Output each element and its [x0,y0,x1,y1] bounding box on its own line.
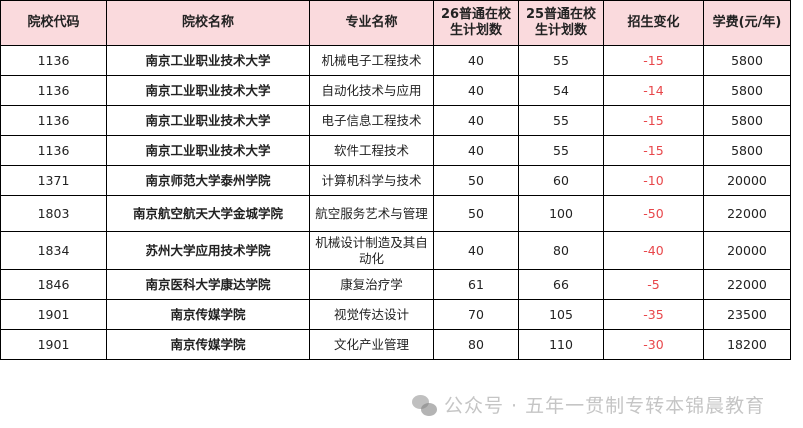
cell-major-name: 机械设计制造及其自动化 [309,231,434,270]
table-row: 1803 南京航空航天大学金城学院 航空服务艺术与管理 50 100 -50 22000 [0,195,791,232]
cell-major-name: 康复治疗学 [309,269,434,300]
cell-major-name: 视觉传达设计 [309,299,434,330]
table-row: 1371 南京师范大学泰州学院 计算机科学与技术 50 60 -10 20000 [0,165,791,196]
cell-school-name: 南京医科大学康达学院 [106,269,310,300]
table-row: 1136 南京工业职业技术大学 软件工程技术 40 55 -15 5800 [0,135,791,166]
header-major-name: 专业名称 [309,0,434,46]
header-school-code: 院校代码 [0,0,107,46]
table-row: 1834 苏州大学应用技术学院 机械设计制造及其自动化 40 80 -40 20000 [0,231,791,270]
cell-enrollment-change: -15 [603,105,704,136]
cell-tuition: 23500 [703,299,791,330]
cell-school-code: 1901 [0,299,107,330]
watermark-text: 公众号 · 五年一贯制专转本锦晨教育 [444,395,766,417]
header-plan-26: 26普通在校生计划数 [433,0,519,46]
cell-school-code: 1803 [0,195,107,232]
cell-tuition: 5800 [703,45,791,76]
header-row: 院校代码 院校名称 专业名称 26普通在校生计划数 25普通在校生计划数 招生变化 学费(元… [0,0,791,46]
cell-enrollment-change: -30 [603,329,704,360]
cell-school-name: 苏州大学应用技术学院 [106,231,310,270]
table-row: 1136 南京工业职业技术大学 自动化技术与应用 40 54 -14 5800 [0,75,791,106]
cell-plan-25: 55 [518,105,604,136]
cell-plan-25: 55 [518,135,604,166]
table-row: 1846 南京医科大学康达学院 康复治疗学 61 66 -5 22000 [0,269,791,300]
cell-enrollment-change: -14 [603,75,704,106]
cell-plan-26: 80 [433,329,519,360]
cell-tuition: 5800 [703,135,791,166]
table-row: 1901 南京传媒学院 文化产业管理 80 110 -30 18200 [0,329,791,360]
cell-school-name: 南京工业职业技术大学 [106,135,310,166]
cell-enrollment-change: -10 [603,165,704,196]
cell-major-name: 航空服务艺术与管理 [309,195,434,232]
cell-major-name: 自动化技术与应用 [309,75,434,106]
cell-enrollment-change: -50 [603,195,704,232]
cell-school-code: 1846 [0,269,107,300]
cell-plan-26: 40 [433,45,519,76]
cell-plan-25: 105 [518,299,604,330]
cell-plan-25: 60 [518,165,604,196]
cell-school-code: 1136 [0,75,107,106]
cell-enrollment-change: -40 [603,231,704,270]
cell-major-name: 电子信息工程技术 [309,105,434,136]
cell-plan-26: 40 [433,135,519,166]
cell-tuition: 5800 [703,75,791,106]
cell-tuition: 5800 [703,105,791,136]
cell-school-name: 南京工业职业技术大学 [106,75,310,106]
watermark: 公众号 · 五年一贯制专转本锦晨教育 [412,394,765,418]
cell-school-name: 南京师范大学泰州学院 [106,165,310,196]
cell-tuition: 20000 [703,165,791,196]
cell-plan-26: 61 [433,269,519,300]
cell-school-code: 1136 [0,105,107,136]
cell-plan-26: 40 [433,231,519,270]
admissions-table: 院校代码 院校名称 专业名称 26普通在校生计划数 25普通在校生计划数 招生变化 学费(元… [0,0,791,360]
cell-school-name: 南京工业职业技术大学 [106,105,310,136]
cell-enrollment-change: -15 [603,135,704,166]
cell-plan-25: 55 [518,45,604,76]
header-tuition: 学费(元/年) [703,0,791,46]
wechat-icon [412,395,438,417]
cell-tuition: 22000 [703,195,791,232]
cell-plan-25: 66 [518,269,604,300]
cell-tuition: 20000 [703,231,791,270]
cell-school-code: 1136 [0,135,107,166]
cell-tuition: 22000 [703,269,791,300]
cell-enrollment-change: -35 [603,299,704,330]
cell-school-name: 南京传媒学院 [106,329,310,360]
cell-school-name: 南京传媒学院 [106,299,310,330]
cell-school-code: 1136 [0,45,107,76]
cell-school-code: 1901 [0,329,107,360]
cell-major-name: 计算机科学与技术 [309,165,434,196]
cell-plan-25: 100 [518,195,604,232]
table-row: 1136 南京工业职业技术大学 机械电子工程技术 40 55 -15 5800 [0,45,791,76]
cell-school-name: 南京航空航天大学金城学院 [106,195,310,232]
cell-school-code: 1371 [0,165,107,196]
table-row: 1136 南京工业职业技术大学 电子信息工程技术 40 55 -15 5800 [0,105,791,136]
cell-plan-26: 50 [433,165,519,196]
header-enrollment-change: 招生变化 [603,0,704,46]
table-row: 1901 南京传媒学院 视觉传达设计 70 105 -35 23500 [0,299,791,330]
cell-major-name: 软件工程技术 [309,135,434,166]
cell-major-name: 文化产业管理 [309,329,434,360]
header-school-name: 院校名称 [106,0,310,46]
cell-plan-26: 50 [433,195,519,232]
cell-plan-25: 80 [518,231,604,270]
cell-tuition: 18200 [703,329,791,360]
cell-major-name: 机械电子工程技术 [309,45,434,76]
cell-plan-26: 40 [433,105,519,136]
cell-plan-25: 54 [518,75,604,106]
cell-plan-26: 40 [433,75,519,106]
header-plan-25: 25普通在校生计划数 [518,0,604,46]
cell-plan-26: 70 [433,299,519,330]
cell-school-name: 南京工业职业技术大学 [106,45,310,76]
cell-plan-25: 110 [518,329,604,360]
cell-enrollment-change: -5 [603,269,704,300]
cell-enrollment-change: -15 [603,45,704,76]
cell-school-code: 1834 [0,231,107,270]
